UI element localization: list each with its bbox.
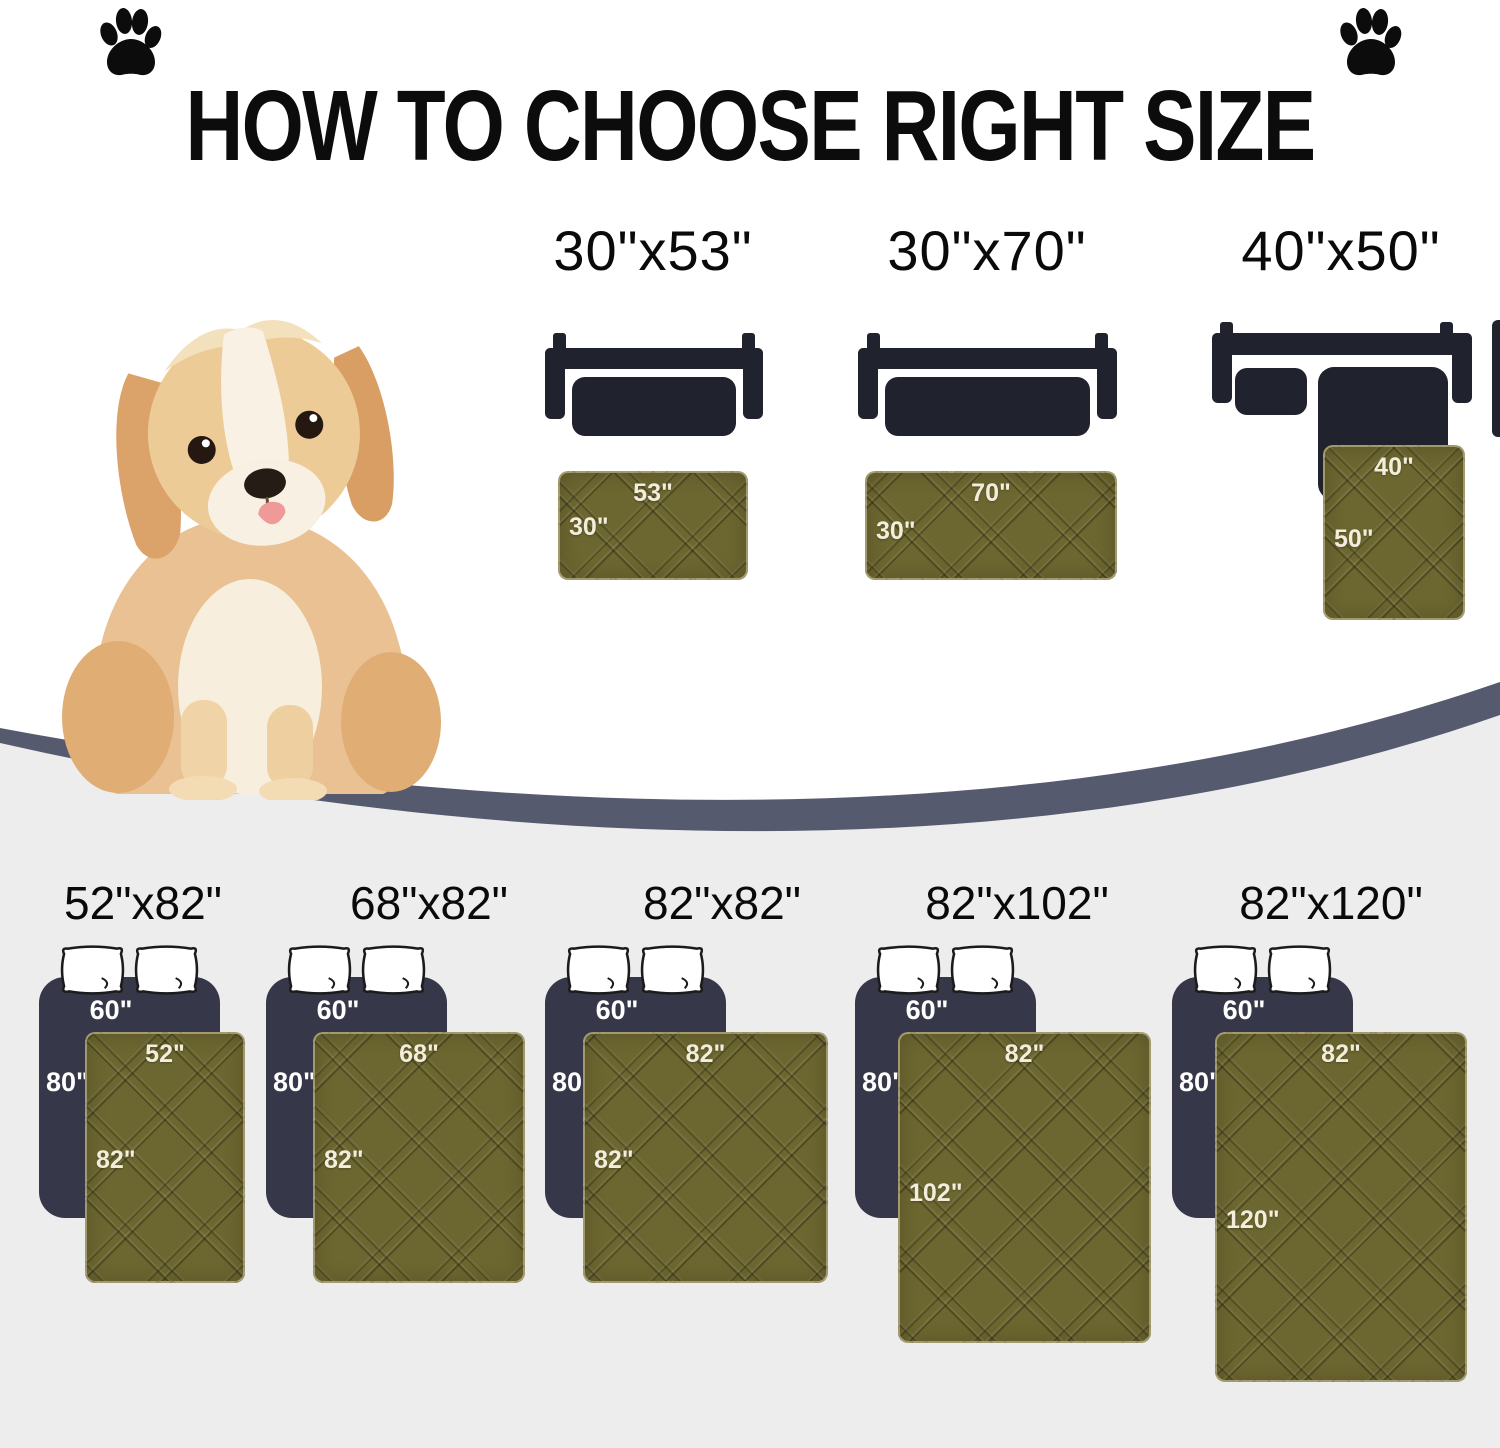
- dog-photo: [62, 320, 441, 800]
- blanket-width-label: 40": [1374, 453, 1414, 481]
- blanket-cover: 82" 120": [1215, 1032, 1467, 1382]
- blanket-length-label: 50": [1334, 525, 1374, 553]
- cropped-sofa-arm: [1492, 320, 1500, 437]
- sofa-top-view-icon: [858, 333, 1117, 436]
- blanket-width-label: 82": [1321, 1040, 1361, 1068]
- blanket-depth-label: 30": [876, 517, 916, 545]
- mattress-length-label: 80": [46, 1067, 89, 1097]
- pillow-icon: [133, 944, 200, 996]
- paw-icon: [1340, 8, 1402, 76]
- pillow-icon: [875, 944, 942, 996]
- paw-icon: [100, 8, 162, 76]
- blanket-cover: 53" 30": [558, 471, 748, 580]
- size-title: 40"x50": [1241, 219, 1441, 282]
- size-title: 82"x102": [925, 877, 1109, 929]
- size-title: 82"x82": [643, 877, 801, 929]
- blanket-depth-label: 30": [569, 513, 609, 541]
- size-title: 82"x120": [1239, 877, 1423, 929]
- size-title: 30"x53": [553, 219, 753, 282]
- blanket-cover: 68" 82": [313, 1032, 525, 1283]
- blanket-length-label: 120": [1226, 1206, 1280, 1234]
- blanket-width-label: 82": [685, 1040, 726, 1068]
- blanket-length-label: 82": [324, 1146, 364, 1174]
- pillow-icon: [949, 944, 1016, 996]
- mattress-width-label: 60": [89, 995, 133, 1025]
- size-title: 68"x82": [350, 877, 508, 929]
- mattress-length-label: 80": [862, 1067, 905, 1097]
- page-title: HOW TO CHOOSE RIGHT SIZE: [185, 70, 1316, 182]
- blanket-width-label: 53": [633, 479, 673, 507]
- mattress-width-label: 60": [1222, 995, 1266, 1025]
- blanket-width-label: 70": [971, 479, 1011, 507]
- loveseat-top-view-icon: [545, 333, 763, 436]
- mattress-width-label: 60": [316, 995, 360, 1025]
- pillow-icon: [360, 944, 427, 996]
- blanket-width-label: 52": [145, 1040, 185, 1068]
- mattress-width-label: 60": [595, 995, 639, 1025]
- mattress-length-label: 80": [273, 1067, 316, 1097]
- size-title: 30"x70": [887, 219, 1087, 282]
- blanket-width-label: 68": [399, 1040, 439, 1068]
- blanket-cover: 40" 50": [1323, 445, 1465, 620]
- pillow-icon: [286, 944, 353, 996]
- mattress-length-label: 80": [1179, 1067, 1222, 1097]
- blanket-cover: 82" 102": [898, 1032, 1151, 1343]
- pillow-icon: [639, 944, 706, 996]
- blanket-cover: 70" 30": [865, 471, 1117, 580]
- mattress-width-label: 60": [905, 995, 949, 1025]
- header: HOW TO CHOOSE RIGHT SIZE: [0, 0, 1500, 182]
- pillow-icon: [59, 944, 126, 996]
- size-title: 52"x82": [64, 877, 222, 929]
- blanket-length-label: 102": [909, 1179, 963, 1207]
- blanket-width-label: 82": [1004, 1040, 1045, 1068]
- pillow-icon: [1192, 944, 1259, 996]
- blanket-length-label: 82": [96, 1146, 136, 1174]
- blanket-cover: 52" 82": [85, 1032, 245, 1283]
- pillow-icon: [565, 944, 632, 996]
- blanket-cover: 82" 82": [583, 1032, 828, 1283]
- pillow-icon: [1266, 944, 1333, 996]
- blanket-length-label: 82": [594, 1146, 634, 1174]
